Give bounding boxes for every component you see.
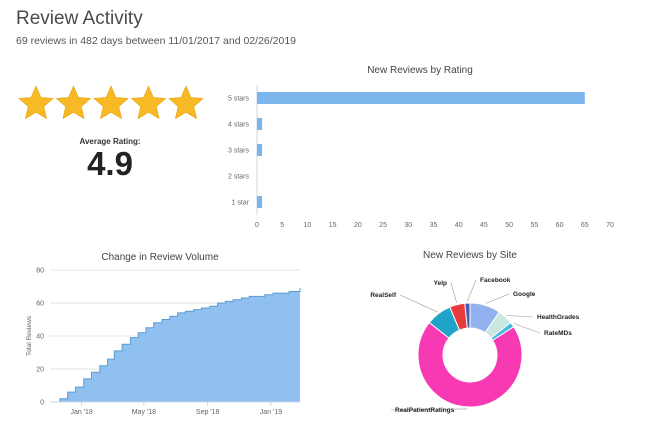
- donut-slice: [490, 321, 515, 342]
- star-icon: [93, 85, 129, 119]
- donut-slice: [428, 306, 461, 339]
- rating-bar: [257, 196, 263, 208]
- bar-x-tick-label: 5: [280, 222, 284, 229]
- page-title: Review Activity: [16, 8, 143, 29]
- rating-stars: [18, 85, 204, 119]
- donut-slice: [464, 302, 471, 329]
- star-icon: [56, 85, 91, 119]
- bar-x-tick-label: 15: [329, 222, 337, 229]
- donut-label: RealPatientRatings: [395, 407, 455, 414]
- donut-slice: [449, 302, 468, 331]
- area-x-tick-label: Sep '18: [196, 409, 220, 416]
- donut-slice: [469, 302, 500, 334]
- donut-connector: [450, 282, 457, 303]
- bar-x-tick-label: 40: [455, 222, 463, 229]
- area-x-tick-label: Jan '19: [260, 409, 282, 416]
- area-y-tick-label: 60: [36, 301, 44, 308]
- bar-x-tick-label: 50: [505, 222, 513, 229]
- donut-connector: [399, 294, 438, 313]
- star-icon: [131, 85, 166, 119]
- donut-label: Facebook: [480, 277, 511, 284]
- donut-chart-title: New Reviews by Site: [423, 250, 517, 261]
- bar-x-tick-label: 55: [530, 222, 538, 229]
- page-subtitle: 69 reviews in 482 days between 11/01/201…: [16, 35, 297, 47]
- area-y-tick-label: 0: [40, 400, 44, 407]
- donut-label: RateMDs: [544, 330, 572, 337]
- review-volume-area: [50, 288, 300, 402]
- star-icon: [168, 85, 204, 119]
- rating-bar: [257, 118, 263, 130]
- bar-category-label: 1 star: [231, 200, 249, 207]
- bar-x-tick-label: 20: [354, 222, 362, 229]
- area-chart-title: Change in Review Volume: [101, 252, 219, 263]
- area-x-tick-label: Jan '18: [70, 409, 92, 416]
- donut-connector: [467, 279, 477, 302]
- bar-category-label: 3 stars: [228, 148, 250, 155]
- area-x-tick-label: May '18: [132, 409, 156, 416]
- donut-slice: [484, 311, 512, 339]
- donut-label: Yelp: [434, 280, 447, 287]
- bar-x-tick-label: 30: [404, 222, 412, 229]
- star-icon: [18, 85, 54, 119]
- bar-x-tick-label: 70: [606, 222, 614, 229]
- donut-label: HealthGrades: [537, 314, 580, 321]
- bar-category-label: 2 stars: [228, 174, 250, 181]
- average-rating-label: Average Rating:: [79, 137, 141, 146]
- bar-category-label: 4 stars: [228, 122, 250, 129]
- review-volume-line: [50, 288, 301, 403]
- bar-x-tick-label: 10: [304, 222, 312, 229]
- donut-connector: [506, 315, 534, 318]
- donut-label: Google: [513, 291, 536, 298]
- donut-connector: [485, 293, 510, 304]
- bar-x-tick-label: 25: [379, 222, 387, 229]
- average-rating-value: 4.9: [87, 145, 133, 182]
- donut-slice: [417, 321, 523, 408]
- area-y-tick-label: 80: [36, 268, 44, 275]
- bar-x-tick-label: 45: [480, 222, 488, 229]
- area-y-tick-label: 40: [36, 334, 44, 341]
- rating-bar: [257, 144, 263, 156]
- donut-label: RealSelf: [370, 292, 396, 299]
- area-y-tick-label: 20: [36, 367, 44, 374]
- bar-x-tick-label: 60: [556, 222, 564, 229]
- donut-connector: [513, 323, 541, 334]
- bar-x-tick-label: 0: [255, 222, 259, 229]
- bar-x-tick-label: 35: [430, 222, 438, 229]
- bar-chart-title: New Reviews by Rating: [367, 65, 473, 76]
- donut-connector: [390, 408, 468, 411]
- bar-x-tick-label: 65: [581, 222, 589, 229]
- rating-bar: [257, 92, 585, 104]
- bar-category-label: 5 stars: [228, 96, 250, 103]
- area-chart-ylabel: Total Reviews: [26, 315, 33, 356]
